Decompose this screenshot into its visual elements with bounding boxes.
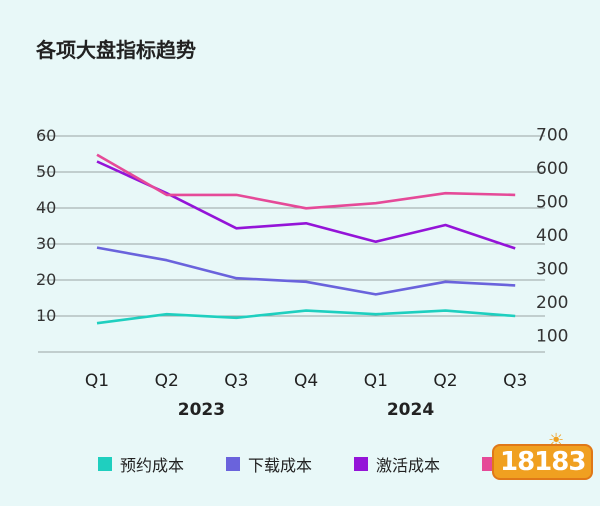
year-label: 2024 xyxy=(387,400,434,420)
legend-item: 激活成本 xyxy=(354,452,440,476)
right-tick-label: 500 xyxy=(536,193,568,213)
right-tick-label: 400 xyxy=(536,226,568,246)
right-tick-label: 300 xyxy=(536,259,568,279)
right-tick-label: 700 xyxy=(536,126,568,146)
x-tick-label: Q3 xyxy=(503,371,527,391)
left-tick-label: 60 xyxy=(36,126,56,145)
legend-swatch xyxy=(98,457,112,471)
x-tick-label: Q2 xyxy=(433,371,457,391)
x-tick-label: Q3 xyxy=(224,371,248,391)
site-logo: 18183 xyxy=(494,446,592,478)
right-tick-label: 200 xyxy=(536,293,568,313)
series-line xyxy=(96,153,516,210)
left-tick-label: 50 xyxy=(36,162,56,181)
legend-item: 预约成本 xyxy=(98,452,184,476)
right-tick-label: 100 xyxy=(536,326,568,346)
chart-title: 各项大盘指标趋势 xyxy=(36,38,196,62)
legend-label: 下载成本 xyxy=(248,456,313,475)
left-tick-label: 40 xyxy=(36,198,56,217)
left-tick-label: 30 xyxy=(36,234,56,253)
legend-label: 激活成本 xyxy=(376,456,441,475)
series-line xyxy=(96,246,516,296)
x-tick-label: Q1 xyxy=(85,371,109,391)
year-label: 2023 xyxy=(178,400,225,420)
left-tick-label: 20 xyxy=(36,270,56,289)
x-tick-label: Q1 xyxy=(364,371,388,391)
series-line xyxy=(96,160,516,250)
x-tick-label: Q4 xyxy=(294,371,318,391)
legend-swatch xyxy=(226,457,241,471)
series-line xyxy=(96,309,516,325)
legend-swatch xyxy=(354,457,369,471)
legend-item: 下载成本 xyxy=(226,452,312,476)
right-tick-label: 600 xyxy=(536,159,568,179)
left-tick-label: 10 xyxy=(36,306,56,325)
sun-icon: ☀ xyxy=(548,430,565,451)
legend-label: 预约成本 xyxy=(120,456,185,475)
x-tick-label: Q2 xyxy=(155,371,179,391)
legend-swatch xyxy=(482,457,497,471)
